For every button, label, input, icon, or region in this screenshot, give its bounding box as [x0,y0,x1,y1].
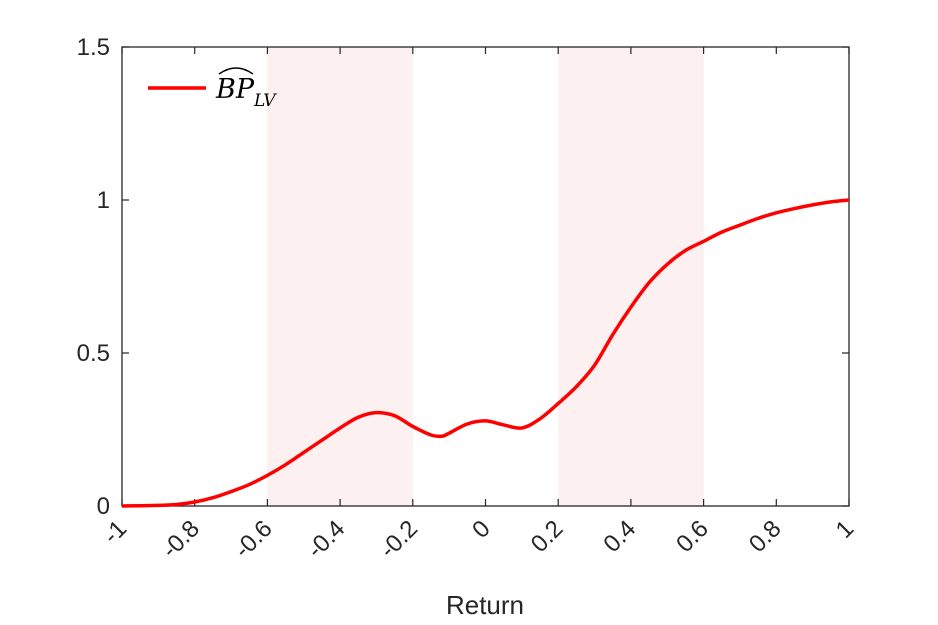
shaded-region-1 [267,47,413,506]
x-tick-label: -0.8 [157,515,205,563]
axes-frame [121,46,850,507]
series-line-1 [121,198,850,508]
x-tick-labels: -1 -0.8 -0.6 -0.4 -0.2 0 0.2 0.4 0.6 0.8 1 [98,515,859,563]
axis-ticks [121,46,850,507]
x-tick-label: -0.2 [375,515,423,563]
x-tick-label: -0.6 [229,515,277,563]
shaded-region-2 [558,47,704,506]
svg-text:BPLV: BPLV [215,74,277,111]
y-tick-label: 0 [97,493,110,520]
x-tick-label: 0 [467,515,496,544]
y-tick-label: 1 [97,187,110,214]
axes-box [121,46,850,507]
series-layer [121,198,850,508]
x-axis-title: Return [446,590,524,620]
x-tick-label: 0.4 [598,515,641,558]
y-tick-labels: 0 0.5 1 1.5 [77,34,110,520]
x-tick-label: -0.4 [302,515,350,563]
x-tick-label: 0.8 [744,515,787,558]
y-tick-label: 1.5 [77,34,110,61]
x-tick-label: 0.6 [671,515,714,558]
legend-label: BP [215,74,255,105]
x-tick-label: -1 [98,515,132,549]
y-tick-label: 0.5 [77,340,110,367]
legend-hat-accent [218,67,254,75]
x-tick-label: 0.2 [526,515,569,558]
legend-label-subscript: LV [253,91,277,111]
x-tick-label: 1 [831,515,860,544]
legend: BPLV [148,67,277,111]
shaded-regions [267,47,704,506]
